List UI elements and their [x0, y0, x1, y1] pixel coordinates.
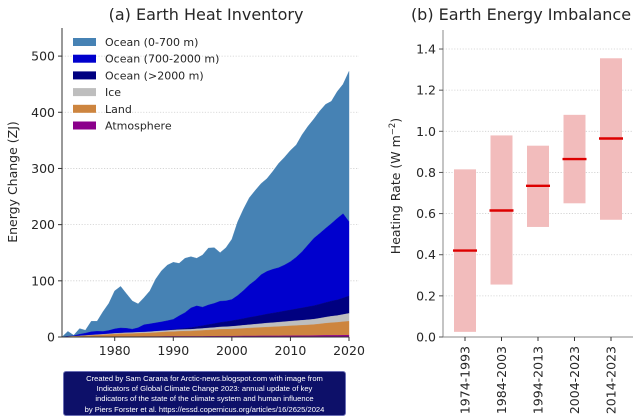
chart-a-title: (a) Earth Heat Inventory — [109, 5, 304, 24]
chart-b-y-label: Heating Rate (W m−2) — [388, 118, 403, 254]
x-tick-label: 1980 — [99, 343, 131, 358]
legend-label: Land — [105, 103, 132, 116]
legend-label: Ocean (700-2000 m) — [105, 53, 219, 66]
y-tick-label: 1.2 — [416, 83, 436, 98]
x-tick-label: 1984-2003 — [494, 346, 509, 414]
legend-swatch — [73, 104, 96, 113]
x-tick-label: 2000 — [216, 343, 248, 358]
legend-swatch — [73, 38, 96, 46]
chart-b-y-ticks: 0.0 0.2 0.4 0.6 0.8 1.0 1.2 1.4 — [416, 42, 443, 345]
y-tick-label: 100 — [31, 273, 55, 288]
panel-earth-energy-imbalance: (b) Earth Energy Imbalance 0.00.20.40.60… — [388, 5, 633, 414]
x-tick-label: 2014-2023 — [604, 346, 619, 414]
x-tick-label: 2010 — [275, 343, 307, 358]
x-tick-label: 2004-2023 — [567, 346, 582, 414]
y-tick-label: 400 — [31, 105, 55, 120]
y-tick-label: 300 — [31, 161, 55, 176]
chart-a-y-ticks: 0 100 200 300 400 500 — [31, 49, 62, 345]
x-tick-label: 1994-2013 — [531, 346, 546, 414]
credit-line: by Piers Forster et al. https://essd.cop… — [84, 404, 325, 414]
x-tick-label: 1990 — [157, 343, 189, 358]
chart-b-x-ticks: 1974-1993 1984-2003 1994-2013 2004-2023 2014… — [458, 337, 619, 414]
credit-line: indicators of the state of the climate s… — [95, 394, 314, 404]
y-tick-label: 0.2 — [416, 288, 436, 303]
legend-swatch — [73, 71, 96, 80]
credit-line: Created by Sam Carana for Arctic-news.bl… — [86, 374, 323, 383]
legend-swatch — [73, 54, 96, 63]
legend-label: Atmosphere — [105, 120, 172, 133]
chart-b-title: (b) Earth Energy Imbalance — [411, 5, 631, 24]
y-tick-label: 1.4 — [416, 42, 436, 57]
credit-line: Indicators of Global Climate Change 2023… — [96, 384, 313, 394]
legend-swatch — [73, 121, 96, 130]
chart-a-y-label: Energy Change (ZJ) — [5, 121, 20, 243]
legend-label: Ocean (0-700 m) — [105, 36, 198, 49]
credit-box: Created by Sam Carana for Arctic-news.bl… — [63, 371, 346, 416]
y-tick-label: 500 — [31, 49, 55, 64]
y-tick-label: 0.0 — [416, 330, 436, 345]
y-tick-label: 0.8 — [416, 165, 436, 180]
y-tick-label: 0 — [47, 330, 55, 345]
x-tick-label: 1974-1993 — [458, 346, 473, 414]
legend-swatch — [73, 88, 96, 97]
legend-label: Ocean (>2000 m) — [105, 69, 204, 82]
chart-b-bars — [453, 58, 623, 332]
y-tick-label: 1.0 — [416, 124, 436, 139]
panel-earth-heat-inventory: (a) Earth Heat Inventory 0 100 200 300 400 50… — [5, 5, 365, 358]
y-tick-label: 200 — [31, 217, 55, 232]
chart-a-x-ticks: 1980 1990 2000 2010 2020 — [99, 337, 365, 358]
legend-label: Ice — [105, 86, 121, 99]
y-tick-label: 0.4 — [416, 247, 436, 262]
x-tick-label: 2020 — [333, 343, 365, 358]
y-tick-label: 0.6 — [416, 206, 436, 221]
chart-a-legend: Ocean (0-700 m) Ocean (700-2000 m) Ocean (… — [73, 36, 219, 133]
